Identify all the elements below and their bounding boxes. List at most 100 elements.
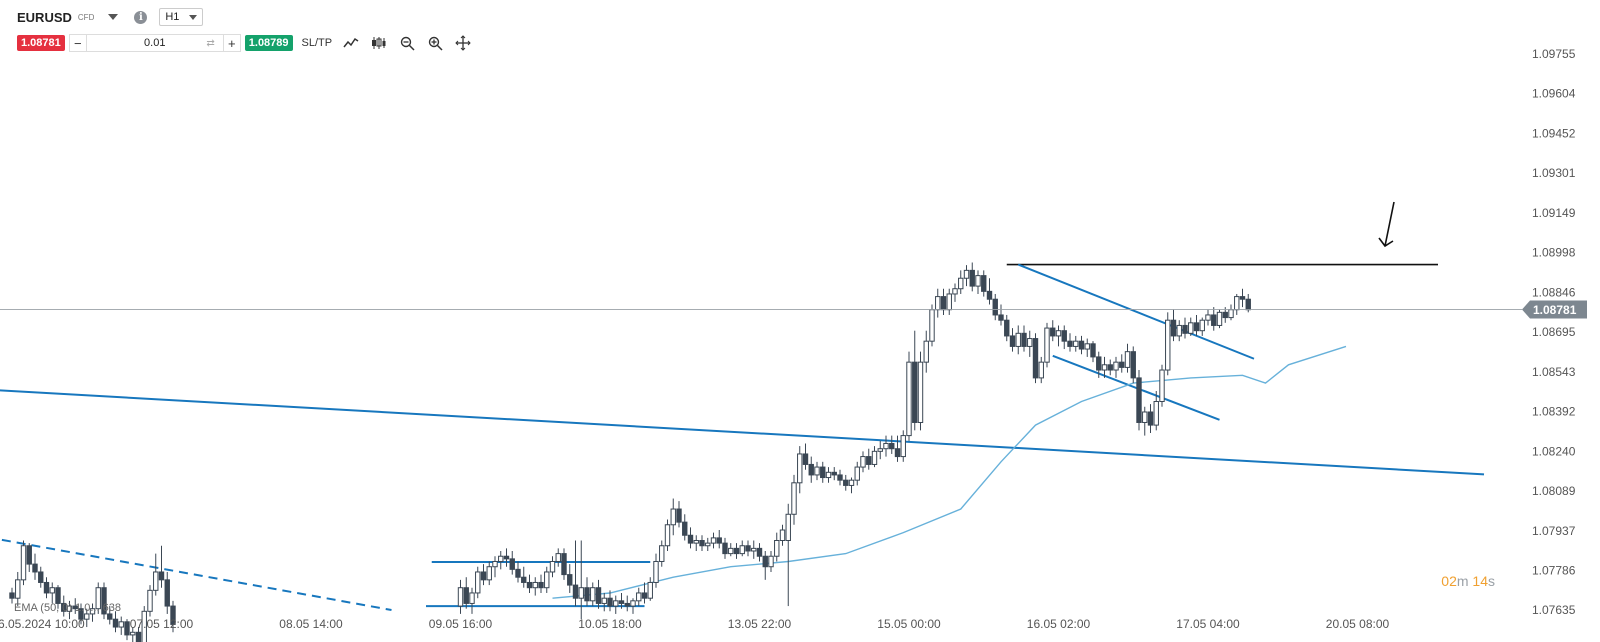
y-tick-label: 1.09604 [1532, 87, 1576, 101]
candle [923, 330, 929, 373]
candle [1228, 304, 1234, 321]
candle-body [49, 587, 55, 594]
candle-body [969, 269, 975, 287]
sltp-button[interactable]: SL/TP [301, 37, 333, 49]
sell-button[interactable]: 1.08781 [17, 35, 65, 51]
candle-body [940, 296, 947, 311]
candle [486, 561, 492, 586]
candle-body [739, 545, 745, 555]
candle [785, 503, 791, 607]
candle [492, 556, 498, 578]
candle-body [791, 482, 797, 515]
candle-body [1032, 338, 1039, 379]
candle-body [89, 608, 96, 615]
candle [906, 351, 912, 441]
candles-layer [9, 262, 1251, 642]
quantity-stepper[interactable]: − 0.01 ⇄ + [68, 34, 241, 52]
candle-body [147, 589, 153, 612]
candle [889, 435, 895, 454]
candle [26, 543, 32, 572]
candle [1147, 404, 1154, 433]
candle-body [647, 581, 653, 599]
candle-body [1165, 319, 1171, 371]
candle-body [1130, 351, 1136, 379]
candle [1061, 325, 1067, 350]
candle-body [1234, 296, 1240, 311]
candle [55, 585, 61, 609]
candle-body [1113, 361, 1119, 371]
candle [699, 535, 705, 551]
candle [1021, 325, 1027, 352]
candle [618, 592, 625, 609]
candle-body [1124, 351, 1131, 368]
increase-quantity-button[interactable]: + [227, 35, 236, 51]
candle [1050, 320, 1056, 342]
arrow-annotation [1378, 201, 1395, 248]
candle-body [1170, 319, 1177, 337]
candle-body [1205, 314, 1211, 321]
candle-body [1021, 332, 1027, 347]
quantity-input[interactable]: 0.01 ⇄ [85, 35, 224, 51]
candle [981, 270, 987, 297]
candle [1015, 325, 1021, 355]
candle-body [808, 463, 814, 476]
candle [526, 574, 533, 593]
candle [624, 595, 630, 612]
ema-indicator-label[interactable]: EMA (50, 0) 1.0... 638 [14, 602, 121, 614]
candle [705, 537, 711, 551]
candle-body [1050, 327, 1056, 337]
candle-body [705, 542, 711, 547]
symbol-name: EURUSD [17, 9, 72, 25]
x-axis: 06.05.2024 10:00 07.05 12:00 08.05 14:00 09… [0, 617, 1390, 631]
buy-button[interactable]: 1.08789 [244, 35, 293, 51]
candle [670, 498, 676, 536]
y-tick-label: 1.08240 [1532, 444, 1576, 458]
candle-body [935, 296, 941, 311]
candle [676, 501, 682, 528]
candle-body [693, 540, 699, 544]
candle [147, 585, 153, 617]
arrow-shaft [1384, 201, 1395, 247]
candle [72, 598, 78, 614]
candle-body [992, 298, 998, 316]
candle-body [716, 537, 722, 544]
info-icon[interactable]: i [134, 10, 148, 24]
candlestick-icon[interactable] [370, 35, 388, 51]
candle [469, 587, 475, 614]
candle [112, 611, 119, 633]
candle [61, 595, 67, 617]
symbol-header[interactable]: EURUSD CFD i H1 [17, 8, 204, 26]
candle-body [900, 435, 906, 458]
candle [797, 446, 803, 494]
candle-body [55, 587, 61, 604]
candle-body [894, 448, 901, 458]
candle [992, 293, 998, 321]
timeframe-select[interactable]: H1 [159, 8, 204, 26]
crosshair-move-icon[interactable] [454, 35, 472, 51]
candle [986, 278, 993, 305]
candle [1038, 356, 1044, 384]
candle [457, 579, 464, 614]
candle-body [1004, 319, 1010, 337]
decrease-quantity-button[interactable]: − [73, 35, 82, 51]
candle [1176, 320, 1182, 342]
line-chart-icon[interactable] [342, 35, 360, 51]
candle-body [469, 592, 475, 604]
zoom-in-icon[interactable] [426, 35, 444, 51]
candle-body [475, 571, 481, 594]
swap-icon[interactable]: ⇄ [206, 37, 215, 49]
channel-upper-line [1017, 263, 1255, 360]
candle-body [124, 621, 130, 636]
candle-body [1136, 377, 1142, 423]
candle-body [1159, 369, 1165, 402]
trade-bar: 1.08781 − 0.01 ⇄ + 1.08789 SL/TP [17, 34, 472, 52]
candle-body [1107, 364, 1113, 371]
zoom-out-icon[interactable] [398, 35, 416, 51]
candle-body [946, 293, 952, 311]
candle-body [498, 555, 504, 562]
symbol-dropdown-icon[interactable] [108, 14, 119, 20]
timeframe-value: H1 [165, 11, 180, 23]
candle [664, 519, 671, 551]
y-tick-label: 1.08998 [1532, 246, 1576, 260]
